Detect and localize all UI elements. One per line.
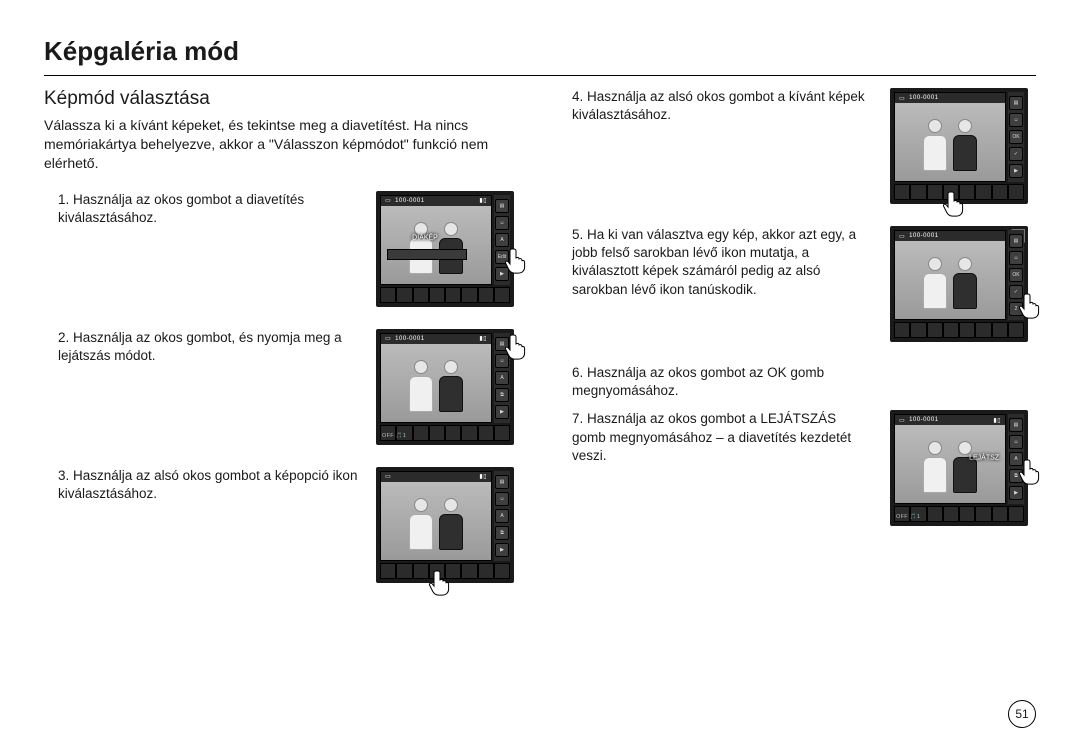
step-figure: ▭100-0001▮▯ LEJÁTSZ. ▤☺A⧉ ▶ [890, 410, 1028, 526]
step-figure: ▭▮▯ ▤☺A⧉ ▶ [376, 467, 514, 583]
sidebar-play-icon: ▶ [495, 405, 509, 419]
sidebar-text-icon: A [495, 233, 509, 247]
sidebar-check-icon: ✓ [1009, 285, 1023, 299]
page-number-badge: 51 [1008, 700, 1036, 728]
title-rule [44, 75, 1036, 76]
camera-screen: ▭100-0001▮▯ DIAKÉP ▤ ☺ A [376, 191, 514, 307]
step-row: 6. Használja az okos gombot az OK gomb m… [558, 364, 1036, 400]
camera-screen: ▭100-0001▮▯ LEJÁTSZ. ▤☺A⧉ ▶ [890, 410, 1028, 526]
footer-off-label: OFF 🎵1 [382, 433, 406, 439]
step-number: 7. [572, 411, 583, 426]
overlay-slide-label: DIAKÉP [381, 234, 469, 241]
sidebar-user-icon: ☺ [495, 216, 509, 230]
step-body: Használja az okos gombot, és nyomja meg … [58, 330, 342, 363]
step-number: 5. [572, 227, 583, 242]
step-body: Ha ki van választva egy kép, akkor azt e… [572, 227, 856, 297]
step-row: 2. Használja az okos gombot, és nyomja m… [44, 329, 522, 445]
sidebar-ok-label: OK [1009, 268, 1023, 282]
step-number: 6. [572, 365, 583, 380]
step-figure: ▭100-0001 ▤☺ OK ✓ ▶ [890, 88, 1028, 204]
section-subtitle: Képmód választása [44, 88, 522, 110]
step-figure: ▭100-0001 ▤☺ OK ✓ 2 [890, 226, 1028, 342]
camera-screen: ▭100-0001▮▯ ▤☺A⧉ ▶ [376, 329, 514, 445]
step-text: 2. Használja az okos gombot, és nyomja m… [44, 329, 358, 365]
page-number: 51 [1015, 707, 1028, 721]
step-text: 1. Használja az okos gombot a diavetítés… [44, 191, 358, 227]
step-number: 4. [572, 89, 583, 104]
right-column: 4. Használja az alsó okos gombot a kíván… [558, 88, 1036, 605]
overlay-play-label: LEJÁTSZ. [969, 454, 1001, 461]
step-row: 4. Használja az alsó okos gombot a kíván… [558, 88, 1036, 204]
step-row: 1. Használja az okos gombot a diavetítés… [44, 191, 522, 307]
step-text: 5. Ha ki van választva egy kép, akkor az… [558, 226, 872, 299]
sidebar-ok-label: OK [1009, 130, 1023, 144]
step-body: Használja az okos gombot a LEJÁTSZÁS gom… [572, 411, 851, 462]
step-text: 7. Használja az okos gombot a LEJÁTSZÁS … [558, 410, 872, 465]
step-text: 3. Használja az alsó okos gombot a képop… [44, 467, 358, 503]
step-body: Használja az alsó okos gombot a kívánt k… [572, 89, 865, 122]
step-text: 4. Használja az alsó okos gombot a kíván… [558, 88, 872, 124]
left-column: Képmód választása Válassza ki a kívánt k… [44, 88, 522, 605]
step-body: Használja az okos gombot a diavetítés ki… [58, 192, 304, 225]
sidebar-play-icon: ▶ [495, 267, 509, 281]
step-row: 3. Használja az alsó okos gombot a képop… [44, 467, 522, 583]
step-row: 7. Használja az okos gombot a LEJÁTSZÁS … [558, 410, 1036, 526]
step-number: 2. [58, 330, 69, 345]
camera-screen: ▭100-0001 ▤☺ OK ✓ ▶ [890, 88, 1028, 204]
step-body: Használja az okos gombot az OK gomb megn… [572, 365, 824, 398]
sidebar-film-icon: ▤ [495, 199, 509, 213]
step-figure: ▭100-0001▮▯ DIAKÉP ▤ ☺ A [376, 191, 514, 307]
step-body: Használja az alsó okos gombot a képopció… [58, 468, 357, 501]
two-column-layout: Képmód választása Válassza ki a kívánt k… [44, 88, 1036, 605]
step-row: 5. Ha ki van választva egy kép, akkor az… [558, 226, 1036, 342]
footer-off-label: OFF 🎵1 [896, 514, 920, 520]
manual-page: Képgaléria mód Képmód választása Válassz… [0, 0, 1080, 746]
step-number: 1. [58, 192, 69, 207]
sidebar-edit-label: Edit [495, 250, 509, 264]
intro-paragraph: Válassza ki a kívánt képeket, és tekints… [44, 116, 522, 173]
camera-screen: ▭100-0001 ▤☺ OK ✓ 2 [890, 226, 1028, 342]
step-text: 6. Használja az okos gombot az OK gomb m… [558, 364, 872, 400]
folder-label: 100-0001 [395, 336, 424, 342]
page-title: Képgaléria mód [44, 36, 1036, 67]
step-number: 3. [58, 468, 69, 483]
folder-label: 100-0001 [395, 198, 424, 204]
sidebar-count-label: 2 [1009, 302, 1023, 316]
camera-screen: ▭▮▯ ▤☺A⧉ ▶ [376, 467, 514, 583]
step-figure: ▭100-0001▮▯ ▤☺A⧉ ▶ [376, 329, 514, 445]
